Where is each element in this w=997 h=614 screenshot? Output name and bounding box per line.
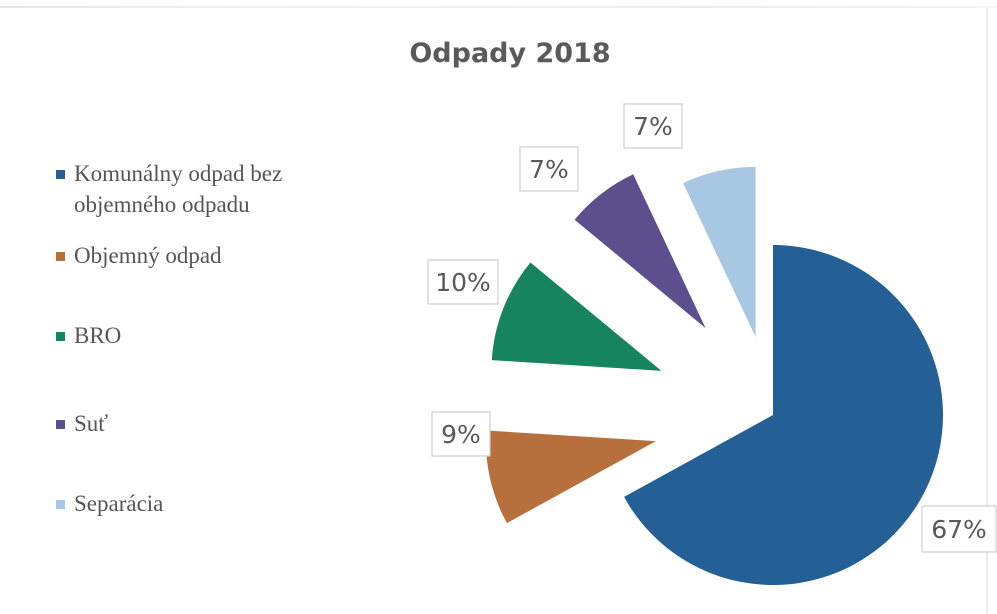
pie-slice-objemny <box>485 430 656 524</box>
legend-swatch-separacia <box>56 500 65 509</box>
legend-label-komunalny: Komunálny odpad bez objemného odpadu <box>74 161 283 217</box>
data-label-bro: 10% <box>427 259 499 305</box>
data-label-box-komunalny <box>921 505 997 553</box>
data-label-objemny: 9% <box>431 411 491 457</box>
legend-swatch-objemny <box>56 252 65 261</box>
data-label-text-bro: 10% <box>435 268 491 297</box>
data-label-komunalny: 67% <box>921 505 997 553</box>
data-label-box-sut <box>519 146 579 192</box>
data-label-box-bro <box>427 259 499 305</box>
pie-slice-separacia <box>683 166 756 337</box>
data-label-text-separacia: 7% <box>633 112 673 141</box>
data-label-box-objemny <box>431 411 491 457</box>
legend-swatch-bro <box>56 332 65 341</box>
legend-swatch-komunalny <box>56 170 65 179</box>
pie-slice-bro <box>491 262 662 371</box>
data-label-box-separacia <box>623 103 683 149</box>
data-label-text-objemny: 9% <box>441 420 481 449</box>
legend-label-separacia: Separácia <box>74 491 164 516</box>
legend-swatch-sut <box>56 420 65 429</box>
data-label-sut: 7% <box>519 146 579 192</box>
legend-label-bro: BRO <box>74 323 122 348</box>
pie-slice-sut <box>574 174 706 329</box>
legend-label-sut: Suť <box>74 411 109 436</box>
pie-slice-komunalny <box>624 245 944 585</box>
legend-label-objemny: Objemný odpad <box>74 243 222 268</box>
data-label-separacia: 7% <box>623 103 683 149</box>
data-label-text-komunalny: 67% <box>931 515 987 544</box>
right-border <box>986 8 988 614</box>
top-border <box>0 6 997 8</box>
chart-title: Odpady 2018 <box>409 38 611 69</box>
data-label-text-sut: 7% <box>529 155 569 184</box>
